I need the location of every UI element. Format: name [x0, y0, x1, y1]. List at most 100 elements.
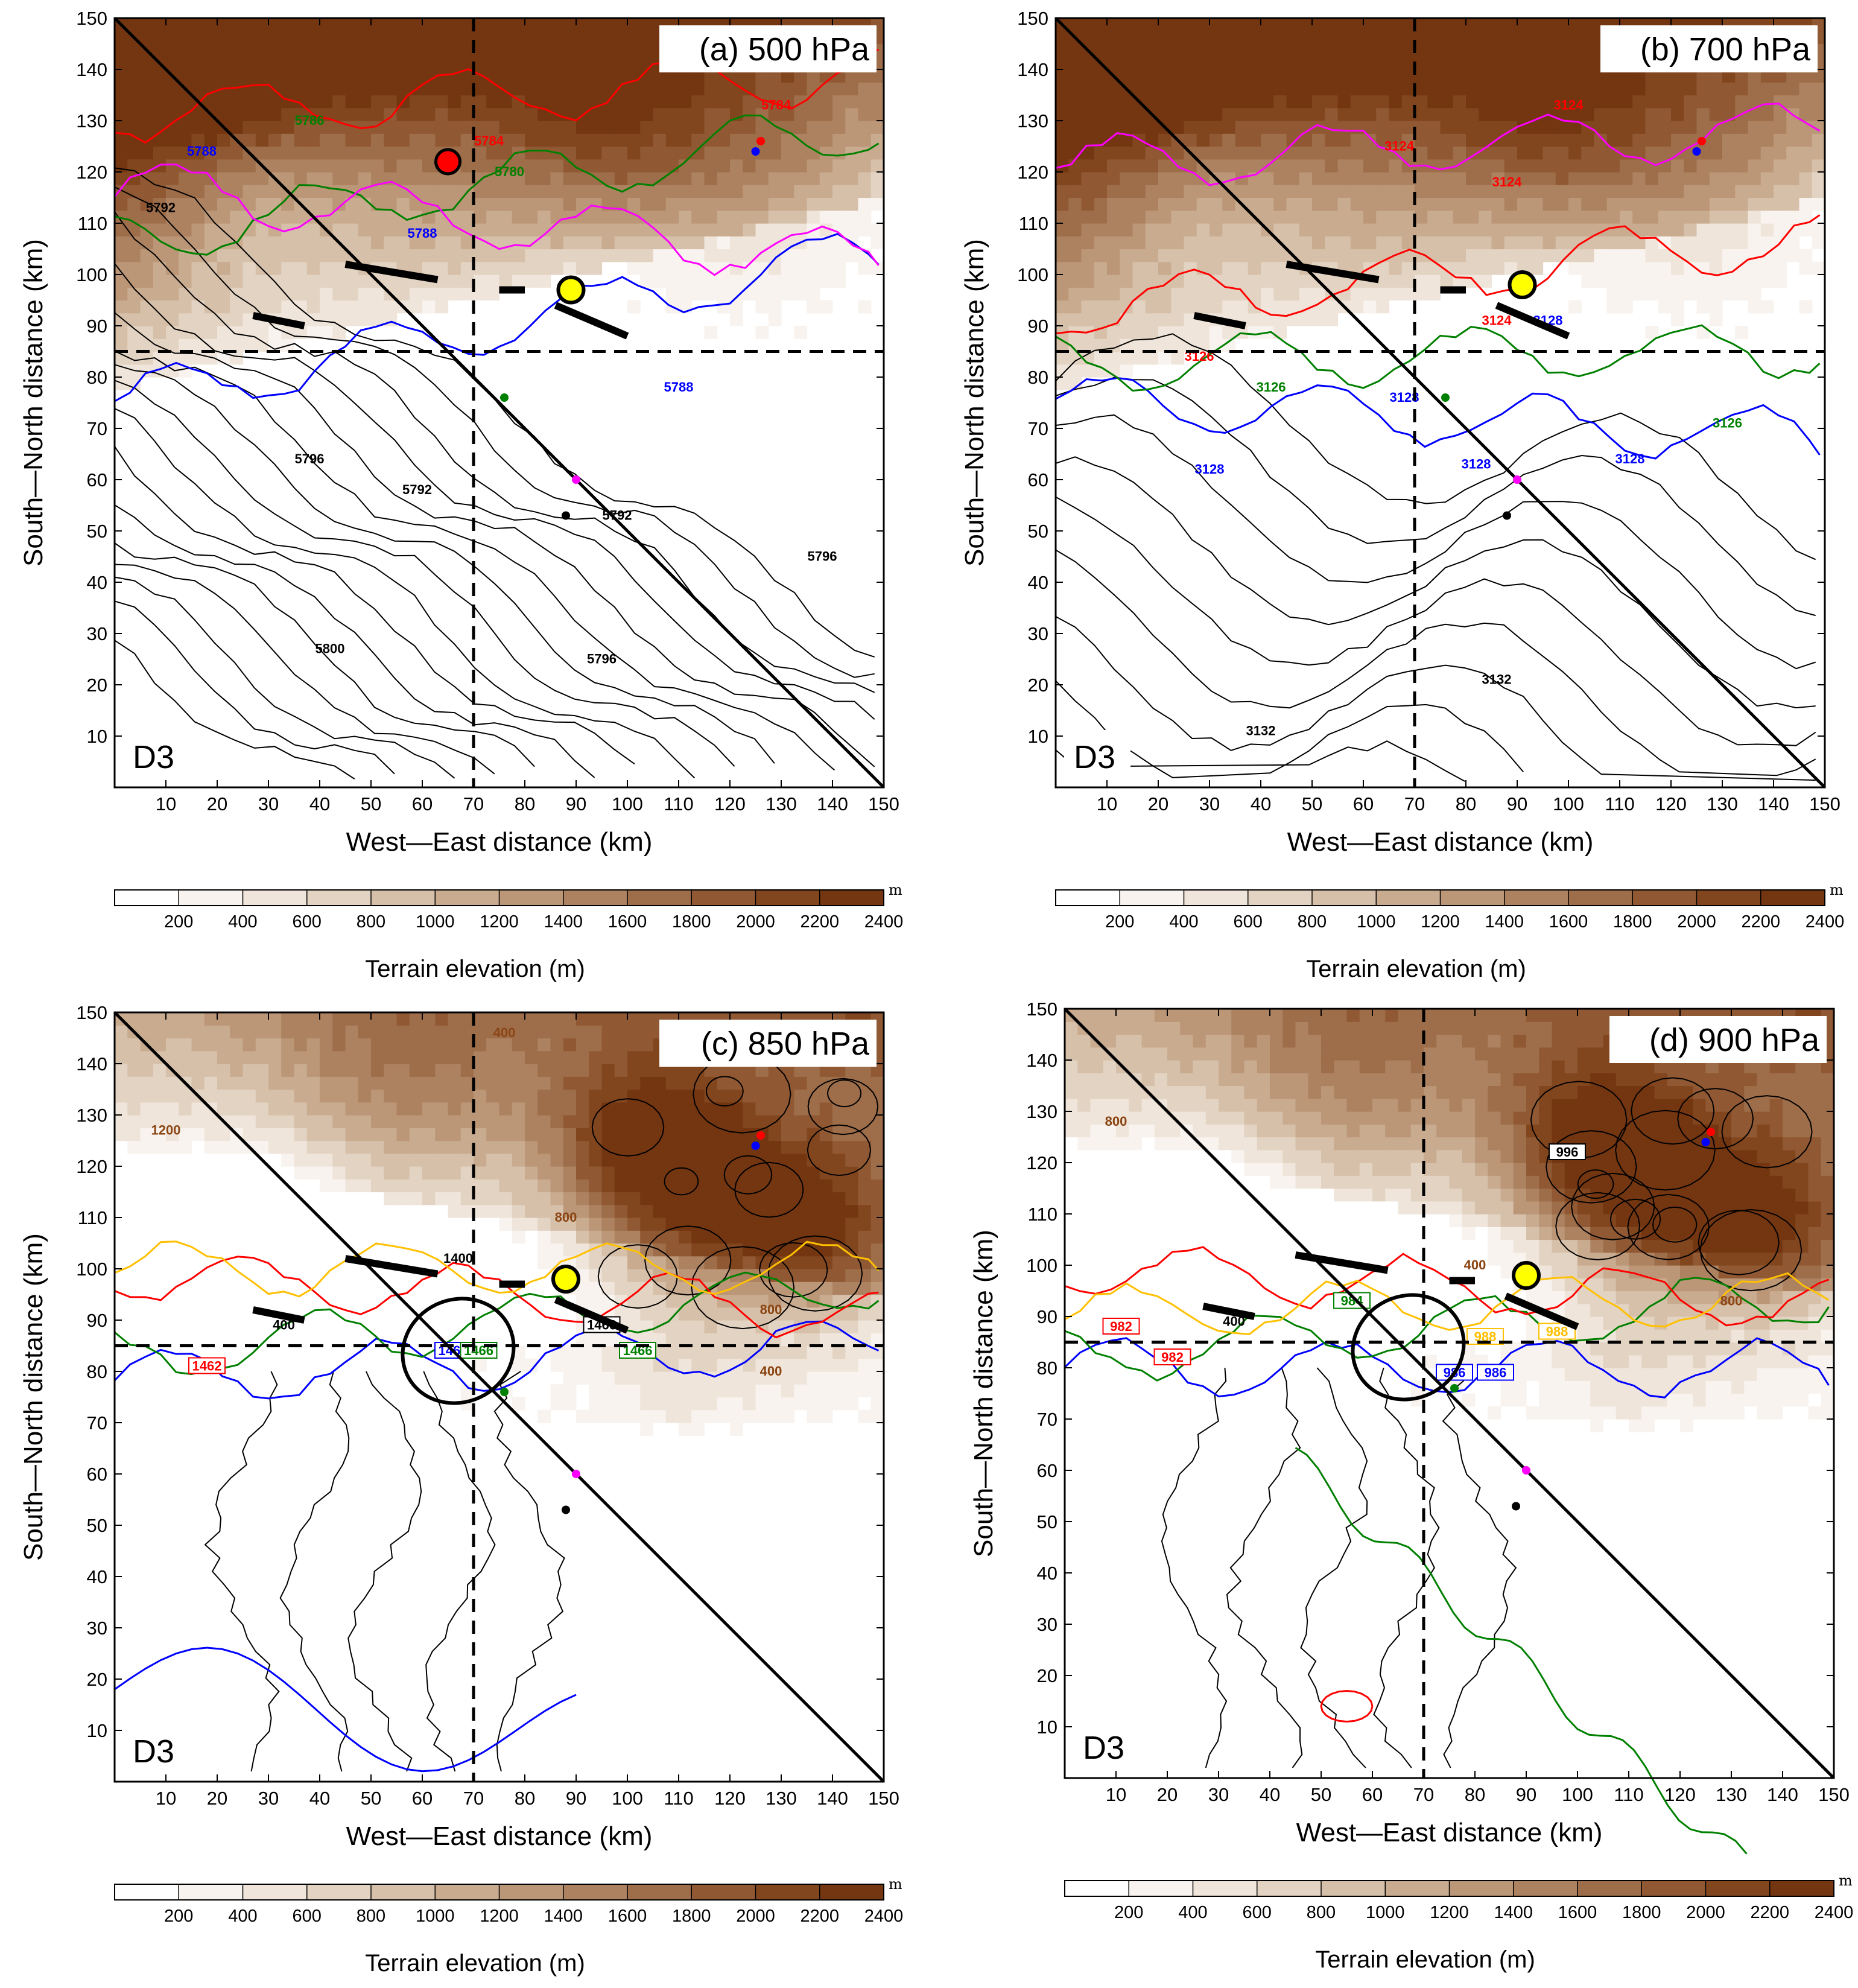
terrain-cell [230, 338, 244, 352]
terrain-cell [1709, 287, 1723, 301]
x-tick-label: 110 [664, 1788, 693, 1809]
terrain-cell [807, 1064, 820, 1077]
terrain-cell [1325, 236, 1339, 250]
terrain-cell [679, 1076, 692, 1090]
terrain-cell [1283, 1085, 1296, 1099]
terrain-cell [1308, 1111, 1322, 1125]
terrain-cell [717, 95, 731, 109]
terrain-cell [1359, 1124, 1373, 1138]
terrain-cell [1219, 1021, 1232, 1035]
terrain-cell [1145, 121, 1159, 134]
terrain-cell [601, 1384, 615, 1398]
terrain-cell [345, 107, 359, 121]
terrain-cell [1257, 1047, 1270, 1061]
terrain-cell [358, 249, 372, 262]
terrain-cell [166, 1089, 179, 1103]
terrain-cell [1774, 249, 1787, 262]
terrain-cell [268, 1128, 282, 1142]
terrain-cell [1748, 197, 1761, 211]
terrain-cell [679, 1371, 692, 1385]
terrain-cell [1171, 261, 1185, 275]
terrain-cell [1081, 236, 1095, 250]
terrain-cell [332, 275, 346, 288]
terrain-cell [1709, 249, 1723, 262]
terrain-cell [1283, 1021, 1296, 1035]
terrain-cell [525, 1204, 538, 1218]
terrain-cell [1261, 107, 1274, 121]
y-tick-label: 80 [87, 367, 107, 388]
terrain-cell [550, 1218, 564, 1231]
colorbar-unit: m [889, 1876, 902, 1893]
terrain-cell [512, 133, 525, 147]
terrain-cell [1568, 56, 1582, 70]
terrain-cell [525, 210, 538, 224]
terrain-cell [563, 185, 577, 198]
terrain-cell [332, 1025, 346, 1039]
terrain-cell [1210, 107, 1223, 121]
terrain-cell [1363, 146, 1377, 160]
terrain-cell [1273, 326, 1287, 339]
terrain-cell [550, 185, 564, 198]
terrain-cell [550, 18, 564, 31]
colorbar-segment [691, 890, 756, 906]
terrain-cell [1350, 172, 1364, 185]
terrain-cell [1081, 56, 1095, 70]
terrain-cell [870, 1320, 884, 1333]
terrain-cell [550, 1153, 564, 1167]
y-tick-label: 100 [76, 264, 107, 285]
terrain-cell [435, 18, 449, 31]
y-axis-title: South—North distance (km) [960, 239, 989, 567]
terrain-cell [1479, 95, 1492, 109]
terrain-cell [448, 121, 461, 134]
terrain-cell [1090, 1085, 1104, 1099]
terrain-cell [166, 275, 179, 288]
terrain-cell [435, 300, 449, 314]
terrain-cell [563, 249, 577, 262]
terrain-cell [499, 249, 513, 262]
terrain-cell [179, 1140, 192, 1154]
terrain-cell [435, 249, 449, 262]
terrain-cell [474, 210, 487, 224]
terrain-cell [794, 1307, 808, 1321]
terrain-cell [1620, 185, 1633, 198]
terrain-cell [1658, 223, 1672, 237]
terrain-cell [1248, 107, 1261, 121]
terrain-cell [768, 1269, 782, 1282]
terrain-cell [1684, 133, 1698, 147]
terrain-cell [1325, 159, 1339, 173]
contour-label: 5792 [146, 200, 176, 215]
y-tick-label: 110 [78, 213, 107, 234]
terrain-cell [409, 1166, 423, 1180]
terrain-cell [191, 159, 205, 173]
terrain-cell [1696, 185, 1710, 198]
terrain-cell [1632, 82, 1646, 96]
terrain-cell [230, 197, 244, 211]
terrain-cell [448, 197, 461, 211]
terrain-cell [576, 1128, 589, 1142]
terrain-cell [255, 236, 269, 250]
terrain-cell [153, 1140, 166, 1154]
terrain-cell [614, 121, 628, 134]
terrain-cell [1415, 210, 1428, 224]
terrain-cell [1056, 377, 1069, 390]
terrain-cell [576, 236, 589, 250]
terrain-cell [640, 1409, 654, 1423]
terrain-cell [1568, 249, 1582, 262]
terrain-cell [115, 223, 128, 237]
terrain-cell [153, 1102, 166, 1116]
terrain-cell [1312, 121, 1325, 134]
terrain-cell [1273, 287, 1287, 301]
terrain-cell [589, 1179, 603, 1193]
terrain-cell [1132, 313, 1146, 326]
terrain-cell [1346, 1047, 1360, 1061]
terrain-cell [1283, 1137, 1296, 1151]
terrain-cell [499, 121, 513, 134]
terrain-cell [1116, 1009, 1129, 1022]
terrain-cell [1068, 313, 1082, 326]
terrain-cell [589, 1256, 603, 1269]
terrain-cell [717, 300, 731, 314]
terrain-cell [396, 1038, 410, 1052]
terrain-cell [576, 95, 589, 109]
terrain-cell [679, 1345, 692, 1359]
terrain-cell [1299, 18, 1313, 31]
